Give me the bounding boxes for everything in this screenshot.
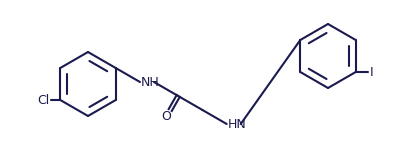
Text: O: O bbox=[161, 110, 171, 122]
Text: HN: HN bbox=[228, 118, 247, 131]
Text: Cl: Cl bbox=[37, 93, 49, 106]
Text: NH: NH bbox=[141, 75, 160, 88]
Text: I: I bbox=[370, 66, 373, 79]
